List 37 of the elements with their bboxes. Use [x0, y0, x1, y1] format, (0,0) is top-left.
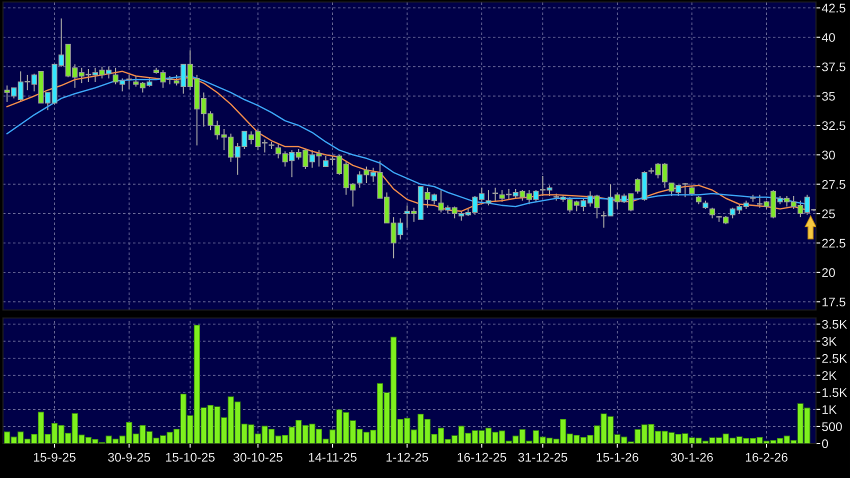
candlestick: [486, 190, 492, 206]
y-tick-label: 2K: [822, 371, 837, 380]
x-tick-label: 30-9-25: [108, 452, 150, 462]
y-tick-label: 30: [822, 150, 835, 160]
x-tick-label: 16-12-25: [458, 452, 506, 462]
y-tick-label: 17.5: [822, 298, 846, 306]
y-tick-label: 3.5K: [822, 320, 848, 329]
y-tick-label: 1K: [822, 405, 837, 414]
candlestick: [689, 184, 695, 197]
y-tick-label: 0: [822, 439, 828, 448]
x-tick-label: 16-2-26: [746, 452, 788, 462]
y-tick-label: 20: [822, 268, 835, 278]
candlestick: [492, 187, 498, 202]
candlestick: [682, 182, 688, 198]
y-tick-label: 3K: [822, 336, 837, 346]
y-tick-label: 40: [822, 33, 835, 42]
x-tick-label: 30-1-26: [670, 452, 713, 462]
y-tick-label: 500: [822, 422, 842, 432]
y-tick-label: 32.5: [822, 121, 846, 130]
y-tick-label: 1.5K: [822, 388, 848, 397]
y-tick-label: 35: [822, 92, 835, 101]
candlestick: [709, 207, 716, 219]
x-tick-label: 15-1-26: [596, 452, 638, 462]
y-tick-label: 22.5: [822, 238, 846, 248]
x-tick-label: 15-9-25: [34, 452, 76, 462]
candlestick: [322, 155, 329, 168]
y-tick-label: 27.5: [822, 180, 846, 189]
candlestick: [126, 74, 132, 90]
x-tick-label: 30-10-25: [233, 452, 282, 462]
x-tick-label: 1-12-25: [386, 452, 428, 462]
x-tick-label: 15-10-25: [166, 452, 215, 462]
y-tick-label: 37.5: [822, 62, 846, 72]
y-tick-label: 42.5: [822, 4, 846, 13]
y-tick-label: 2.5K: [822, 354, 848, 363]
y-tick-label: 25: [822, 209, 835, 218]
x-tick-label: 31-12-25: [518, 452, 568, 462]
x-tick-label: 14-11-25: [308, 452, 357, 462]
